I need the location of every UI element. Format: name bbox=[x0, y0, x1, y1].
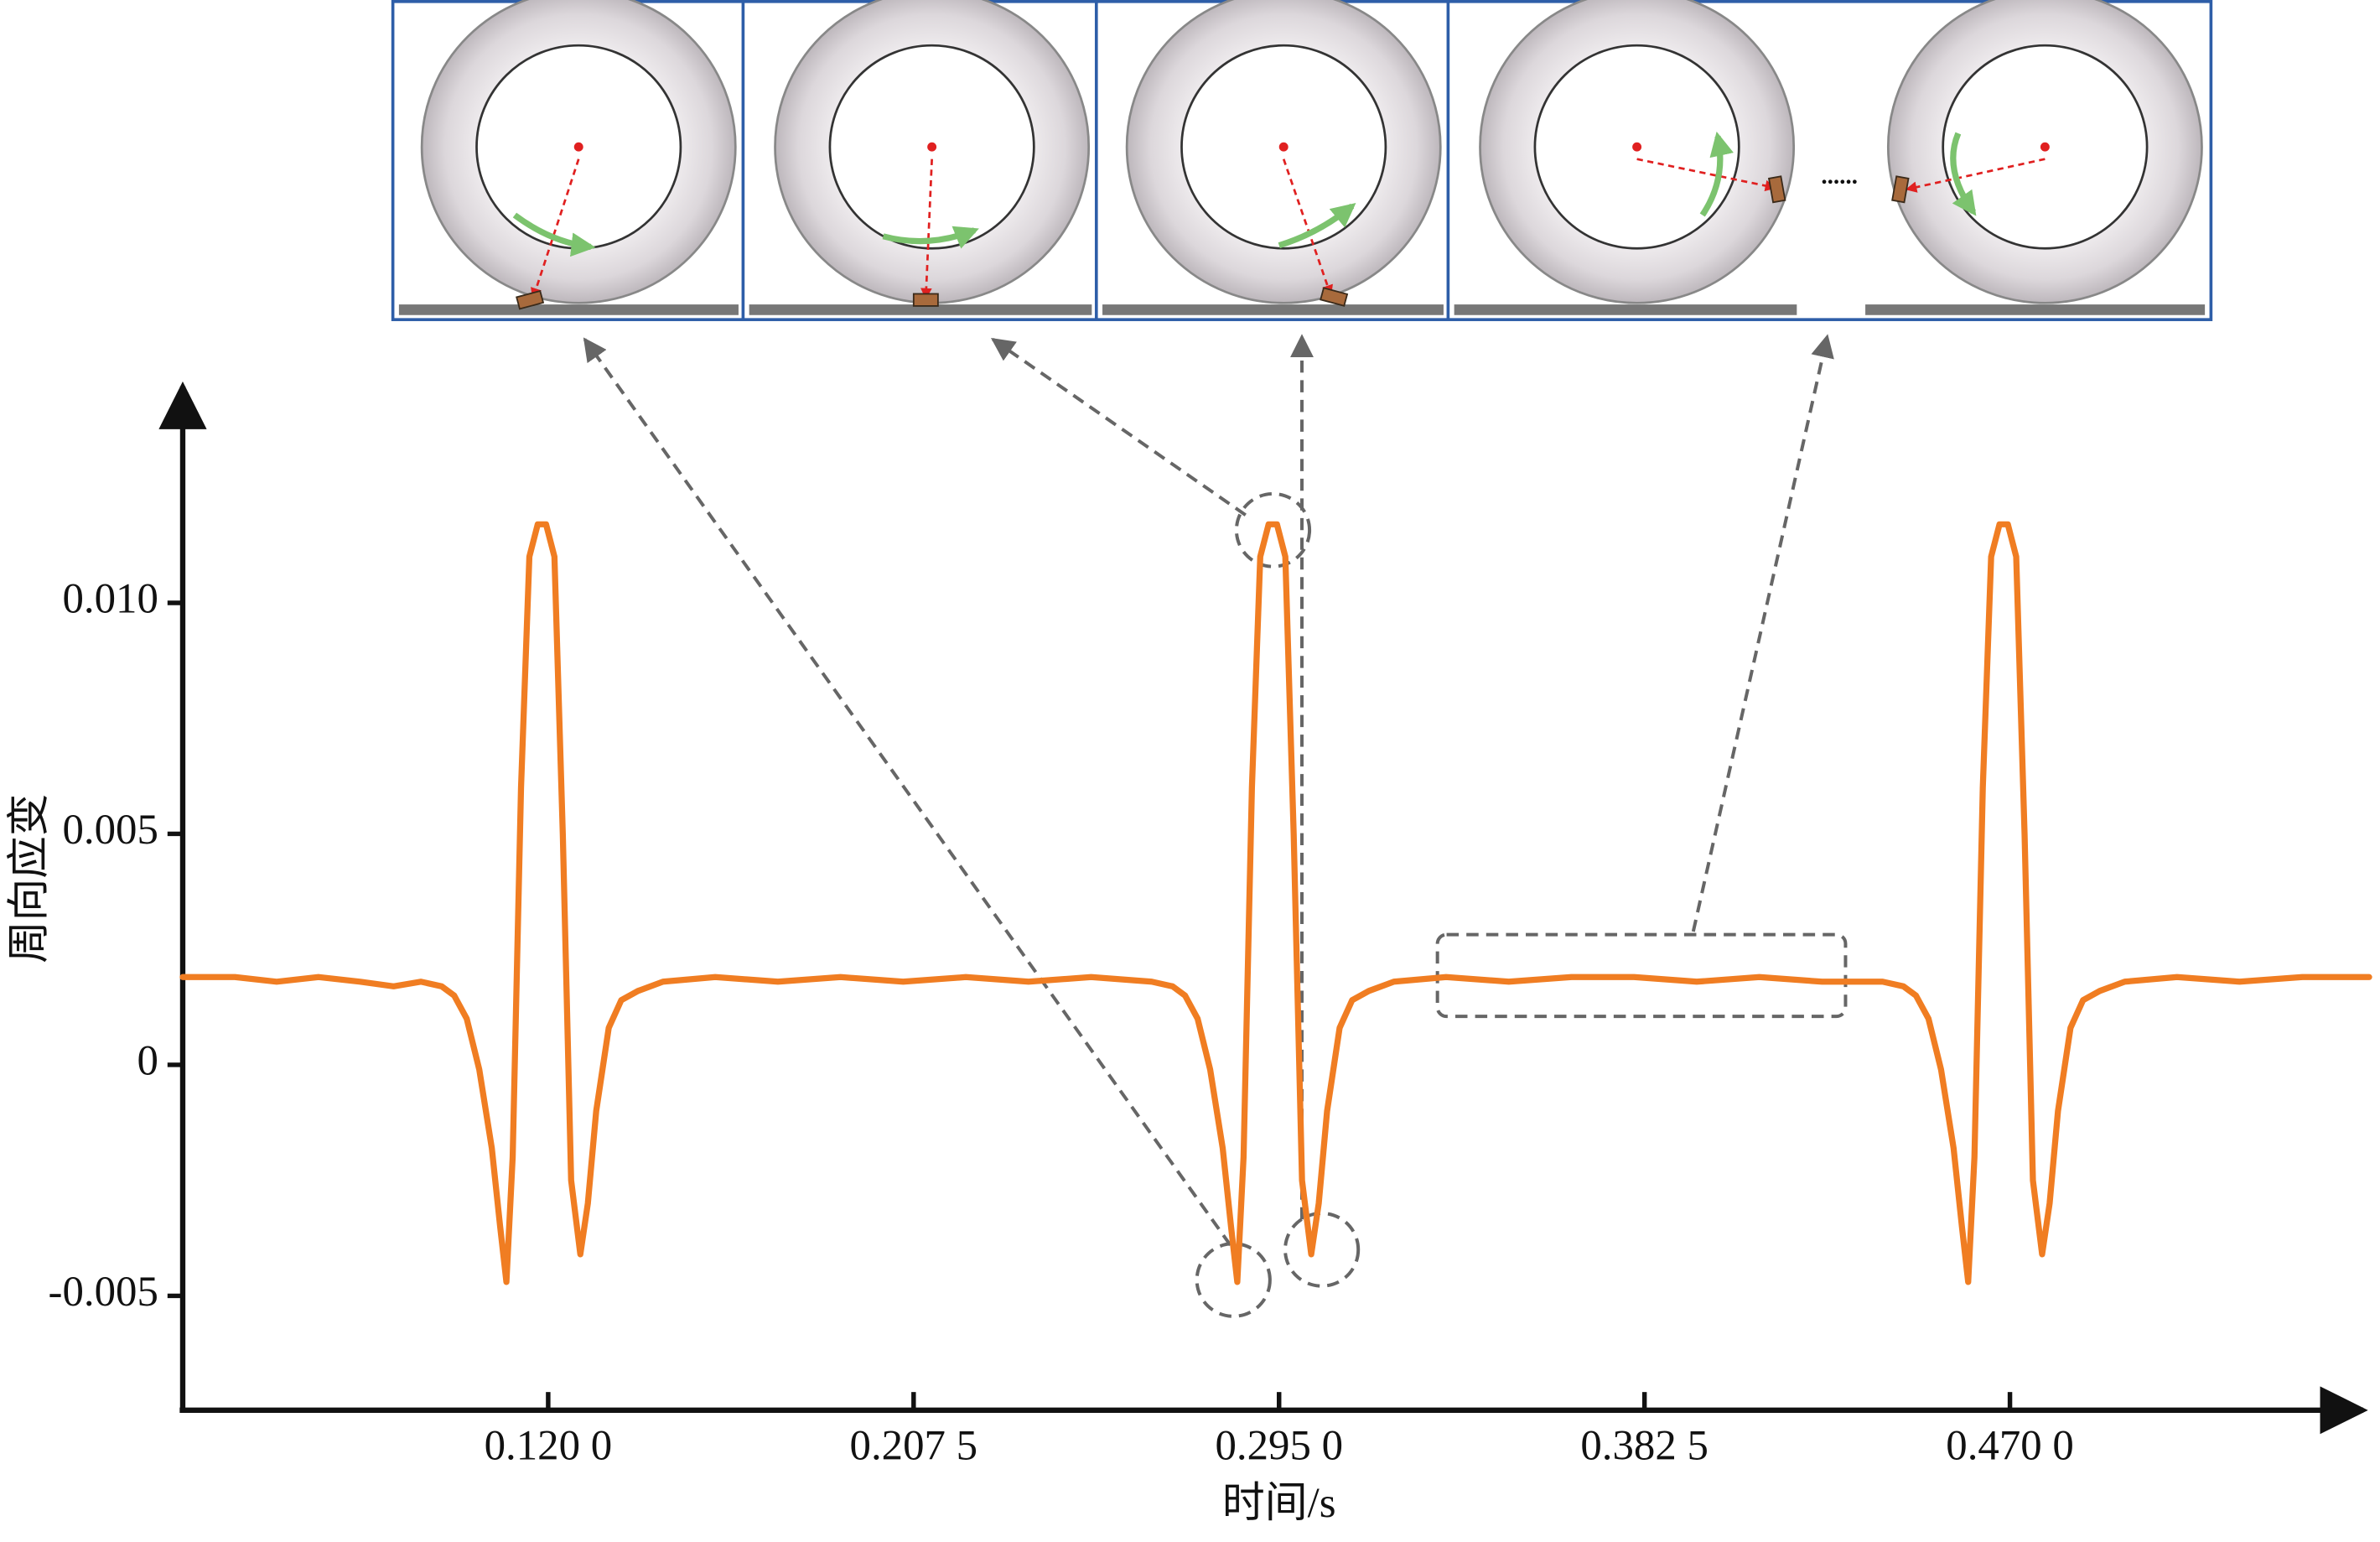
x-tick-label: 0.207 5 bbox=[850, 1422, 978, 1469]
x-axis-label: 时间/s bbox=[1222, 1479, 1336, 1526]
ticks: 0.120 0 0.207 5 0.295 0 0.382 5 0.470 0 0.010… bbox=[49, 575, 2074, 1469]
axes bbox=[158, 381, 2368, 1435]
y-tick-label: -0.005 bbox=[49, 1268, 158, 1315]
y-tick-label: 0 bbox=[137, 1037, 158, 1084]
y-tick-label: 0.005 bbox=[62, 806, 158, 853]
y-tick-label: 0.010 bbox=[62, 575, 158, 622]
x-tick-label: 0.382 5 bbox=[1580, 1422, 1709, 1469]
plot-area bbox=[179, 521, 2372, 1285]
x-tick-label: 0.295 0 bbox=[1215, 1422, 1343, 1469]
data-line bbox=[179, 521, 2372, 1285]
x-tick-label: 0.120 0 bbox=[485, 1422, 613, 1469]
inset-panels bbox=[391, 0, 2213, 321]
annotations bbox=[583, 334, 1848, 1318]
x-tick-label: 0.470 0 bbox=[1946, 1422, 2074, 1469]
y-axis-label: 周向应变 bbox=[6, 794, 53, 963]
